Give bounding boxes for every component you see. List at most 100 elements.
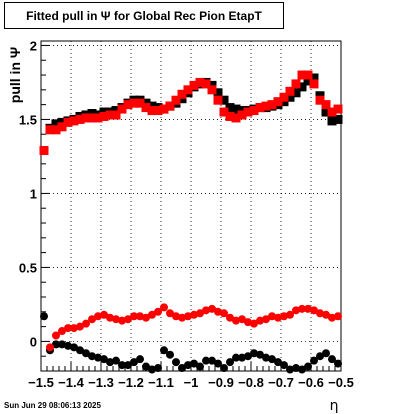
square-marker xyxy=(39,146,49,156)
square-marker xyxy=(225,103,235,113)
circle-marker xyxy=(292,364,300,373)
square-marker xyxy=(51,125,61,135)
circle-marker xyxy=(196,309,204,318)
square-marker xyxy=(297,82,307,92)
square-marker xyxy=(135,98,145,108)
square-marker xyxy=(231,113,241,123)
circle-marker xyxy=(238,315,246,324)
square-marker xyxy=(201,79,211,89)
circle-marker xyxy=(334,312,342,321)
circle-marker xyxy=(136,312,144,321)
circle-marker xyxy=(334,359,342,368)
circle-marker xyxy=(256,350,264,359)
square-marker xyxy=(99,111,109,121)
square-marker xyxy=(291,79,301,89)
square-marker xyxy=(255,103,265,113)
square-marker xyxy=(231,104,241,114)
circle-marker xyxy=(118,361,126,370)
y-tick-label: 0 xyxy=(30,334,37,349)
circle-marker xyxy=(220,309,228,318)
square-marker xyxy=(195,77,205,87)
square-marker xyxy=(183,85,193,95)
square-marker xyxy=(171,95,181,105)
circle-marker xyxy=(244,318,252,327)
y-tick-label: 2 xyxy=(30,38,37,53)
square-marker xyxy=(111,110,121,120)
square-marker xyxy=(69,116,79,126)
square-marker xyxy=(333,104,343,114)
square-marker xyxy=(237,110,247,120)
square-marker xyxy=(279,92,289,102)
circle-marker xyxy=(82,319,90,328)
circle-marker xyxy=(130,312,138,321)
circle-marker xyxy=(286,310,294,319)
square-marker xyxy=(93,113,103,123)
square-marker xyxy=(81,113,91,123)
square-marker xyxy=(147,106,157,116)
square-marker xyxy=(165,101,175,111)
circle-marker xyxy=(190,310,198,319)
y-tick-label: 0.5 xyxy=(19,260,37,275)
circle-marker xyxy=(322,310,330,319)
circle-marker xyxy=(220,364,228,373)
circle-marker xyxy=(64,324,72,333)
circle-marker xyxy=(250,319,258,328)
circle-marker xyxy=(46,343,54,352)
square-marker xyxy=(297,70,307,80)
square-marker xyxy=(225,111,235,121)
circle-marker xyxy=(268,355,276,364)
square-marker xyxy=(177,89,187,99)
y-tick-label: 1 xyxy=(30,186,37,201)
circle-marker xyxy=(304,362,312,371)
square-marker xyxy=(51,119,61,129)
circle-marker xyxy=(142,313,150,322)
x-tick-label: −1.3 xyxy=(88,375,114,390)
square-marker xyxy=(87,113,97,123)
x-tick-label: −0.9 xyxy=(208,375,234,390)
square-marker xyxy=(321,100,331,110)
circle-marker xyxy=(202,306,210,315)
circle-marker xyxy=(280,361,288,370)
circle-marker xyxy=(262,353,270,362)
square-marker xyxy=(141,103,151,113)
square-marker xyxy=(63,117,73,127)
square-marker xyxy=(117,104,127,114)
circle-marker xyxy=(106,313,114,322)
circle-marker xyxy=(58,340,66,349)
circle-marker xyxy=(124,361,132,370)
circle-marker xyxy=(148,365,156,374)
circle-marker xyxy=(82,349,90,358)
circle-marker xyxy=(316,352,324,361)
circle-marker xyxy=(196,362,204,371)
square-marker xyxy=(153,106,163,116)
circle-marker xyxy=(298,304,306,313)
square-marker xyxy=(267,100,277,110)
circle-marker xyxy=(250,349,258,358)
x-tick-label: −1.5 xyxy=(28,375,54,390)
circle-marker xyxy=(94,312,102,321)
square-marker xyxy=(303,70,313,80)
square-marker xyxy=(309,73,319,83)
x-tick-label: −0.6 xyxy=(298,375,324,390)
circle-marker xyxy=(166,350,174,359)
y-tick-label: 1.5 xyxy=(19,112,37,127)
circle-marker xyxy=(256,316,264,325)
circle-marker xyxy=(76,346,84,355)
circle-marker xyxy=(226,313,234,322)
chart-title-text: Fitted pull in Ψ for Global Rec Pion Eta… xyxy=(26,8,262,23)
circle-marker xyxy=(58,327,66,336)
circle-marker xyxy=(160,346,168,355)
square-marker xyxy=(129,98,139,108)
timestamp: Sun Jun 29 08:06:13 2025 xyxy=(4,401,101,410)
square-marker xyxy=(303,76,313,86)
square-marker xyxy=(243,107,253,117)
circle-marker xyxy=(238,353,246,362)
circle-marker xyxy=(208,304,216,313)
square-marker xyxy=(309,79,319,89)
circle-marker xyxy=(232,353,240,362)
circle-marker xyxy=(280,312,288,321)
circle-marker xyxy=(304,304,312,313)
circle-marker xyxy=(124,315,132,324)
square-marker xyxy=(333,114,343,124)
